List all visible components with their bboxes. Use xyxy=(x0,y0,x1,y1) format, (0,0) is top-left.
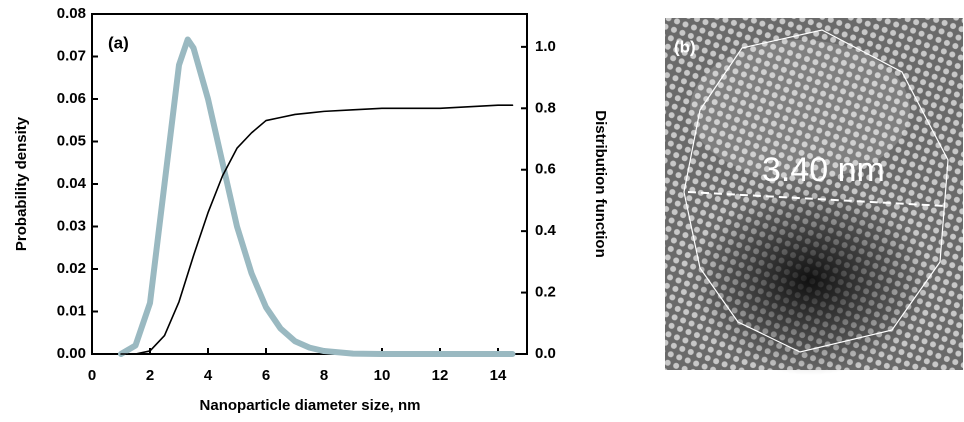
y2-tick-label: 0.6 xyxy=(535,161,556,178)
x-axis-title: Nanoparticle diameter size, nm xyxy=(200,397,421,414)
x-tick-label: 8 xyxy=(320,367,328,384)
x-tick-label: 14 xyxy=(490,367,507,384)
y-tick-label: 0.08 xyxy=(57,5,86,22)
y2-tick-label: 0.2 xyxy=(535,284,556,301)
panel-label: (a) xyxy=(108,33,129,52)
diameter-line xyxy=(687,191,946,207)
y-tick-label: 0.02 xyxy=(57,260,86,277)
x-tick-label: 4 xyxy=(204,367,213,384)
size-annotation: 3.40 nm xyxy=(762,151,885,189)
particle-outline xyxy=(683,29,949,353)
y-tick-label: 0.03 xyxy=(57,217,86,234)
y2-tick-label: 0.4 xyxy=(535,222,557,239)
x-tick-label: 2 xyxy=(146,367,154,384)
y-tick-label: 0.01 xyxy=(57,302,86,319)
x-tick-label: 12 xyxy=(432,367,449,384)
y-tick-label: 0.04 xyxy=(57,175,87,192)
y-tick-label: 0.00 xyxy=(57,345,86,362)
x-tick-label: 6 xyxy=(262,367,270,384)
y-tick-label: 0.06 xyxy=(57,90,86,107)
x-tick-label: 0 xyxy=(88,367,96,384)
y-tick-label: 0.07 xyxy=(57,47,86,64)
bright-region xyxy=(690,40,910,180)
panel-label: (b) xyxy=(674,37,696,56)
y2-axis-title: Distribution function xyxy=(592,110,609,257)
data-line xyxy=(120,104,514,355)
plot-frame xyxy=(91,13,528,355)
y2-tick-label: 0.8 xyxy=(535,99,556,116)
micrograph: 3.40 nm (b) xyxy=(665,18,963,375)
data-line xyxy=(118,36,516,357)
x-tick-label: 10 xyxy=(374,367,391,384)
dark-region xyxy=(690,185,930,375)
y2-tick-label: 1.0 xyxy=(535,38,556,55)
y2-tick-label: 0.0 xyxy=(535,345,556,362)
y-tick-label: 0.05 xyxy=(57,132,86,149)
y-axis-title: Probability density xyxy=(13,116,30,251)
